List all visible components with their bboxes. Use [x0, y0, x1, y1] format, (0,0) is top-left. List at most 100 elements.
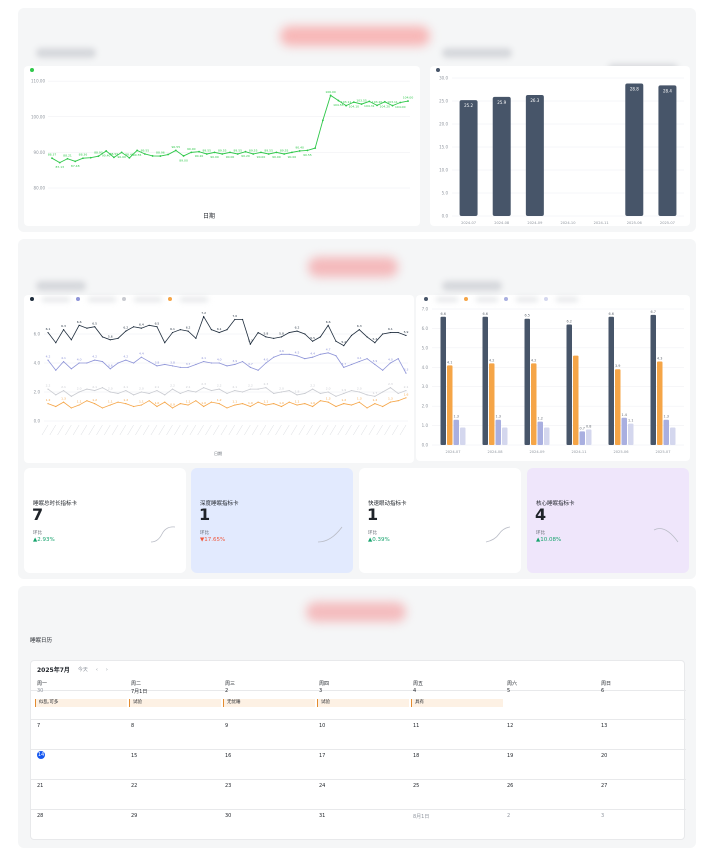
data-label: 90.20: [195, 154, 204, 158]
metric-sub: 环比: [536, 531, 545, 536]
data-point: [78, 404, 80, 406]
calendar-day[interactable]: 31: [319, 813, 326, 819]
data-point: [312, 356, 314, 358]
data-point: [164, 342, 166, 344]
calendar-event[interactable]: 具有: [411, 699, 503, 707]
calendar-day[interactable]: 6: [601, 688, 605, 694]
calendar-day[interactable]: 30: [225, 813, 232, 819]
metric-card-rem[interactable]: 快速眼动指标卡 1 环比 ▲0.39%: [359, 468, 521, 573]
calendar-day[interactable]: 25: [413, 783, 420, 789]
data-point: [389, 401, 392, 403]
data-point: [82, 157, 84, 160]
calendar-day[interactable]: 10: [319, 723, 326, 729]
metric-card-deep-sleep[interactable]: 深度睡眠指标卡 1 环比 ▼17.65%: [191, 468, 353, 573]
calendar-day[interactable]: 18: [413, 753, 420, 759]
calendar-day[interactable]: 8月1日: [413, 814, 430, 820]
bar: [525, 95, 544, 216]
calendar-day[interactable]: 22: [131, 783, 138, 789]
data-point: [203, 360, 205, 363]
calendar-day[interactable]: 4: [413, 688, 417, 694]
calendar-day[interactable]: 26: [507, 783, 514, 789]
calendar-day[interactable]: 3: [319, 688, 323, 694]
calendar-day[interactable]: 2: [225, 688, 229, 694]
x-tick-mark: [337, 424, 344, 436]
bar: [502, 427, 508, 445]
calendar-day[interactable]: 23: [225, 783, 232, 789]
x-tick-mark: [384, 424, 391, 436]
multi-line-legend[interactable]: [30, 297, 208, 301]
x-tick-mark: [345, 424, 352, 436]
today-button[interactable]: 今天: [77, 667, 88, 673]
calendar-event[interactable]: 试验: [129, 699, 221, 707]
group-bar-legend[interactable]: [424, 297, 578, 301]
calendar-day[interactable]: 7月1日: [131, 689, 148, 695]
data-label: 1.9: [341, 388, 346, 392]
bar-chart-legend[interactable]: [436, 68, 442, 73]
calendar-day[interactable]: 24: [319, 783, 326, 789]
data-label: 88.93: [94, 151, 103, 155]
calendar-day[interactable]: 28: [37, 813, 44, 819]
data-label: 1.1: [295, 400, 300, 404]
data-label: 3.7: [186, 362, 191, 366]
calendar-day[interactable]: 15: [131, 753, 138, 759]
calendar-event[interactable]: 似乱,可多: [35, 699, 127, 707]
data-point: [257, 369, 259, 371]
calendar-day[interactable]: 27: [601, 783, 608, 789]
calendar-day[interactable]: 19: [507, 753, 514, 759]
calendar-day[interactable]: 29: [131, 813, 138, 819]
calendar-day[interactable]: 12: [507, 723, 514, 729]
calendar-day[interactable]: 21: [37, 783, 44, 789]
data-point: [241, 318, 244, 321]
calendar-day[interactable]: 2: [507, 813, 511, 819]
calendar-day[interactable]: 3: [601, 813, 605, 819]
data-point: [252, 153, 255, 155]
calendar-day[interactable]: 8: [131, 723, 135, 729]
data-point: [195, 363, 197, 366]
x-tick-mark: [298, 424, 305, 436]
line-chart-legend[interactable]: [30, 68, 36, 73]
data-label: 6.2: [123, 326, 128, 330]
x-tick-mark: [275, 424, 282, 436]
data-point: [47, 331, 49, 334]
data-label: 3.7: [341, 362, 346, 366]
calendar-event[interactable]: 无忧睡: [223, 699, 315, 707]
data-point: [382, 333, 384, 335]
x-tick-mark: [306, 424, 313, 436]
calendar-day[interactable]: 17: [319, 753, 326, 759]
avg-line-chart: 110.00 100.00 90.00 80.00 88.37 87.13 88.21 87.…: [31, 79, 413, 220]
data-label: 1.3: [326, 397, 331, 401]
calendar-day[interactable]: 13: [601, 723, 608, 729]
data-label: 2.2: [217, 384, 222, 388]
data-point: [241, 391, 244, 393]
y-tick-label: 20.0: [439, 122, 448, 127]
next-month-icon[interactable]: ›: [105, 666, 108, 673]
calendar-day[interactable]: 5: [507, 688, 511, 694]
x-tick-mark: [49, 424, 56, 436]
metric-card-core-sleep[interactable]: 核心睡眠指标卡 4 环比 ▲10.08%: [527, 468, 689, 573]
calendar-day[interactable]: 11: [413, 723, 420, 729]
metric-title: 睡眠总时长指标卡: [33, 501, 78, 507]
calendar-day-today[interactable]: 14: [37, 751, 45, 759]
legend-dot-icon: [168, 297, 172, 301]
data-label: 6.5: [155, 321, 160, 325]
data-point: [94, 389, 96, 392]
calendar-day[interactable]: 30: [37, 688, 44, 694]
data-point: [389, 362, 392, 364]
calendar-event[interactable]: 试验: [317, 699, 409, 707]
data-label: 6.6: [77, 320, 82, 324]
prev-month-icon[interactable]: ‹: [95, 666, 98, 673]
data-point: [70, 407, 72, 409]
data-label: 2.0: [326, 387, 331, 391]
calendar-day[interactable]: 16: [225, 753, 232, 759]
metric-card-total-sleep[interactable]: 睡眠总时长指标卡 7 环比 ▲2.93%: [24, 468, 186, 573]
data-label: 1.3: [61, 397, 66, 401]
data-point: [171, 388, 174, 390]
sparkline-icon: [485, 526, 511, 543]
calendar-day[interactable]: 7: [37, 723, 41, 729]
section-3-panel: 睡眠日历 2025年7月 今天 ‹ › 周一 周二 周三 周四 周五 周六 周日 30 7月1日…: [18, 586, 696, 848]
bar: [460, 427, 466, 445]
x-axis-label: 日期: [203, 212, 215, 220]
calendar-day[interactable]: 9: [225, 723, 229, 729]
calendar-day[interactable]: 20: [601, 753, 608, 759]
bar-value-label: 28.8: [630, 87, 639, 92]
